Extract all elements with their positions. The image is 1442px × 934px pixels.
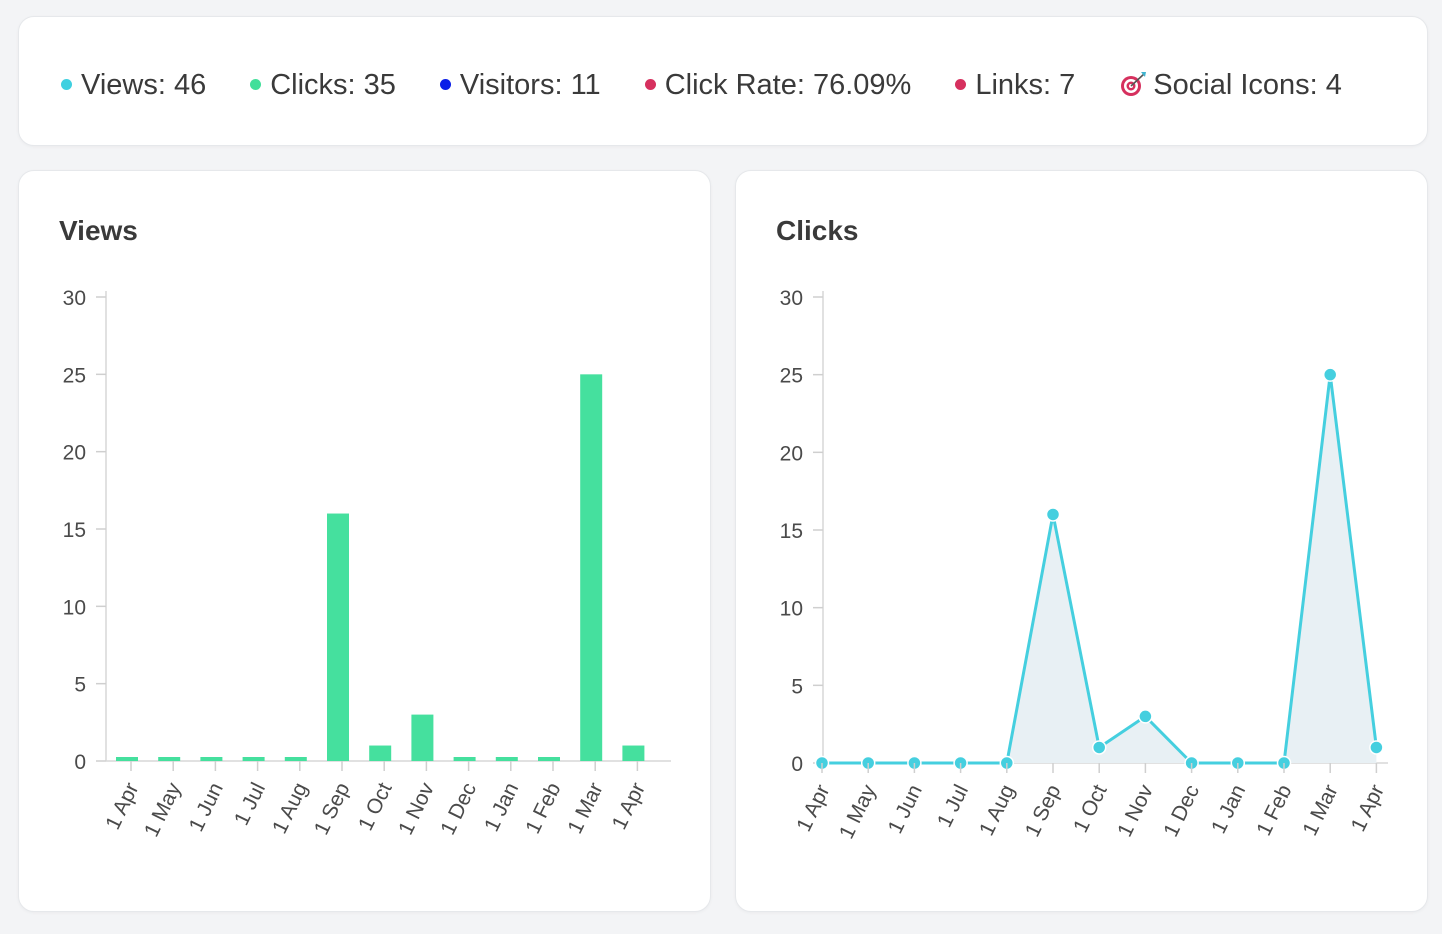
x-tick-label: 1 Mar — [1298, 781, 1342, 839]
x-tick-label: 1 Sep — [310, 779, 355, 838]
clicks-data-point — [1091, 740, 1107, 755]
x-tick-label: 1 Apr — [608, 779, 650, 833]
y-tick-label: 30 — [63, 287, 86, 310]
views-bar — [495, 757, 518, 761]
stat-dot-icon — [61, 78, 72, 90]
stat-item: Clicks: 35 — [250, 69, 396, 102]
x-tick-label: 1 Jan — [1207, 781, 1250, 837]
x-tick-label: 1 Apr — [792, 781, 834, 835]
stats-card: Views: 46 Clicks: 35 Visitors: 11 Click Rat… — [18, 16, 1428, 146]
views-bar — [622, 745, 645, 761]
x-tick-label: 1 Jul — [230, 779, 270, 829]
views-bar — [284, 757, 307, 761]
clicks-data-point — [1369, 740, 1384, 755]
y-tick-label: 10 — [780, 598, 803, 621]
stat-item: Visitors: 11 — [439, 68, 601, 102]
x-tick-label: 1 Jun — [185, 779, 228, 835]
views-chart-title: Views — [59, 215, 138, 246]
x-tick-label: 1 Nov — [1113, 781, 1158, 841]
views-bar — [242, 757, 265, 761]
stat-label: Views: 46 — [81, 68, 207, 101]
x-tick-label: 1 Apr — [101, 779, 143, 833]
clicks-data-point — [1045, 507, 1061, 522]
stat-label: Clicks: 35 — [270, 68, 396, 101]
x-tick-label: 1 Oct — [354, 779, 397, 834]
views-bar — [411, 714, 434, 761]
stat-item: Social Icons: 4 — [1119, 69, 1342, 102]
views-bar — [327, 513, 349, 761]
x-tick-label: 1 Dec — [436, 779, 481, 838]
stat-item: Links: 7 — [955, 69, 1075, 102]
clicks-data-point — [1138, 709, 1153, 724]
x-tick-label: 1 Mar — [563, 779, 607, 837]
y-tick-label: 5 — [74, 674, 86, 697]
y-tick-label: 20 — [780, 442, 803, 465]
x-tick-label: 1 Jun — [884, 781, 927, 837]
views-bar — [453, 757, 476, 761]
y-tick-label: 15 — [780, 520, 803, 543]
stat-dot-icon — [644, 78, 656, 90]
x-tick-label: 1 Jan — [480, 779, 523, 835]
y-tick-label: 5 — [791, 675, 803, 698]
views-bar — [158, 757, 181, 761]
views-chart-card: Views 0 5 10 15 20 25 30 1 Apr 1 May 1 Jun 1 Jul 1 … — [18, 170, 711, 912]
x-tick-label: 1 Sep — [1021, 781, 1066, 840]
stat-dot-icon — [955, 78, 967, 90]
stat-item: Click Rate: 76.09% — [644, 68, 912, 102]
y-tick-label: 20 — [63, 442, 86, 465]
views-bar — [200, 757, 223, 761]
stat-dot-icon — [439, 78, 451, 90]
views-bar — [538, 757, 560, 761]
x-tick-label: 1 Nov — [394, 779, 439, 839]
stat-label: Social Icons: 4 — [1153, 68, 1342, 101]
clicks-chart-title: Clicks — [776, 215, 859, 246]
clicks-data-point — [1322, 367, 1338, 382]
x-tick-label: 1 Apr — [1347, 781, 1389, 835]
y-tick-label: 30 — [780, 287, 803, 310]
stat-dot-icon — [250, 78, 262, 90]
stat-item: Views: 46 — [61, 69, 206, 102]
x-tick-label: 1 Feb — [1252, 781, 1296, 839]
x-tick-label: 1 Oct — [1069, 781, 1112, 836]
views-bar — [116, 757, 138, 761]
stat-label: Click Rate: 76.09% — [664, 68, 912, 101]
y-tick-label: 25 — [63, 364, 86, 387]
y-tick-label: 15 — [63, 519, 86, 542]
x-tick-label: 1 Jul — [933, 781, 973, 831]
target-icon — [1121, 72, 1147, 96]
views-bar — [369, 745, 392, 761]
y-tick-label: 0 — [791, 753, 803, 776]
views-bar — [580, 374, 603, 761]
x-tick-label: 1 May — [140, 779, 186, 841]
y-tick-label: 10 — [63, 596, 86, 619]
x-tick-label: 1 May — [835, 781, 881, 843]
y-tick-label: 0 — [74, 751, 86, 774]
stat-label: Visitors: 11 — [459, 68, 601, 101]
clicks-chart-card: Clicks 0 5 10 15 20 25 30 1 Apr 1 May 1 Jun 1 Jul 1… — [735, 170, 1428, 912]
x-tick-label: 1 Aug — [975, 781, 1019, 839]
x-tick-label: 1 Aug — [268, 779, 312, 837]
clicks-area-fill — [822, 374, 1377, 763]
x-tick-label: 1 Feb — [521, 779, 565, 837]
x-tick-label: 1 Dec — [1159, 781, 1204, 840]
stats-row: Views: 46 Clicks: 35 Visitors: 11 Click Rat… — [61, 65, 1387, 105]
y-tick-label: 25 — [780, 365, 803, 388]
stat-label: Links: 7 — [975, 68, 1076, 101]
